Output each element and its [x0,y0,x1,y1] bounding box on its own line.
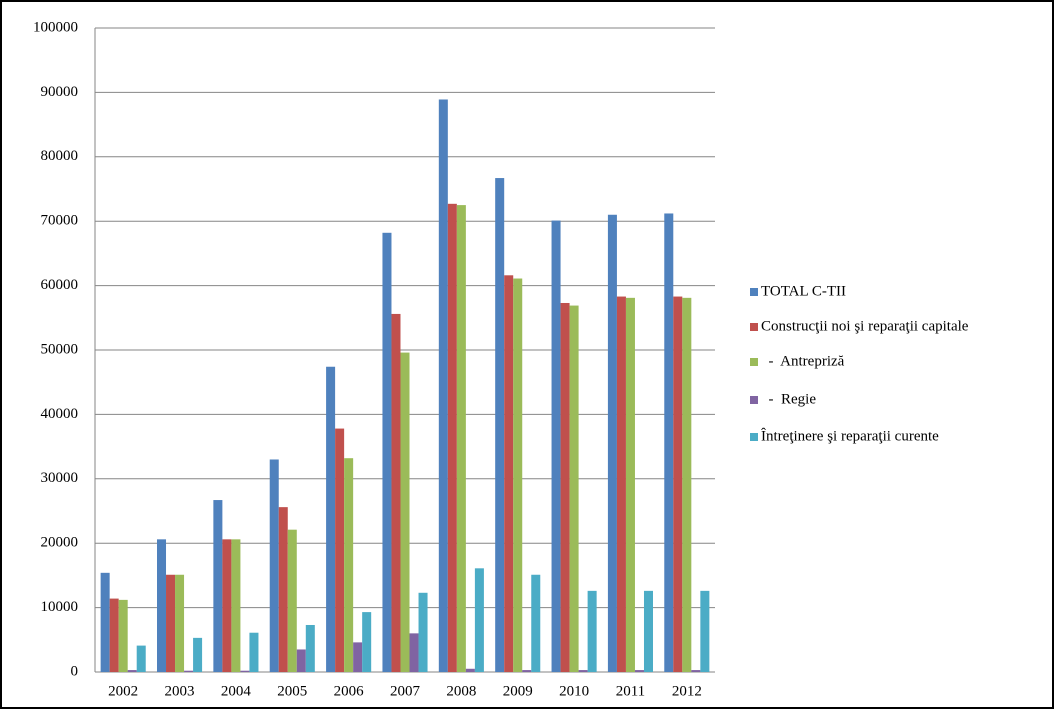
bar [700,590,710,672]
bar [560,302,570,672]
bar [607,214,617,672]
y-tick-label: 50000 [41,341,79,357]
bar [634,670,644,672]
bar [664,213,674,673]
bar [127,670,137,672]
bar [231,539,241,672]
bar [193,637,203,672]
bar [136,645,146,672]
bar [551,220,561,672]
bar [682,297,692,672]
y-tick-label: 10000 [41,599,79,615]
y-tick-label: 60000 [41,277,79,293]
bar [616,296,626,672]
bar [400,352,410,672]
bar [495,178,505,672]
bar [166,574,176,672]
bar [344,458,354,672]
bar [465,668,475,672]
bar [326,366,336,672]
x-tick-label: 2012 [672,683,702,699]
legend-label: - Regie [761,391,816,407]
bar [673,296,683,672]
bar [504,275,514,672]
bar [175,574,185,672]
bar [474,568,484,672]
legend-swatch [750,323,758,331]
bar [296,649,306,672]
bar [157,539,167,672]
bar [249,632,259,672]
bar [382,232,392,673]
bar [278,507,288,672]
bar [222,539,232,672]
y-tick-label: 20000 [41,535,79,551]
x-tick-label: 2003 [165,683,195,699]
bar [353,642,363,672]
bar [269,459,279,672]
bar [531,574,541,672]
bar [587,590,597,672]
bar [240,670,250,672]
bar [118,599,128,672]
legend-label: Construcţii noi şi reparaţii capitale [761,318,969,334]
bar [625,297,635,672]
bar [691,670,701,672]
x-tick-label: 2010 [559,683,589,699]
bar [513,278,523,672]
bar [409,633,419,672]
x-tick-label: 2009 [503,683,533,699]
bar [456,205,466,672]
bar [184,670,194,672]
x-tick-label: 2002 [108,683,138,699]
bar [362,612,372,672]
legend-swatch [750,433,758,441]
y-tick-label: 30000 [41,470,79,486]
bar [213,500,223,672]
x-tick-label: 2005 [277,683,307,699]
y-tick-label: 70000 [41,213,79,229]
bar [335,428,345,672]
x-tick-label: 2006 [334,683,365,699]
legend-label: Întreţinere şi reparaţii curente [761,427,939,444]
x-tick-label: 2007 [390,683,421,699]
bar [447,203,457,672]
legend-swatch [750,396,758,404]
bar [391,313,401,672]
bar [578,670,588,672]
bar [418,592,428,672]
bar [643,590,653,672]
bar [522,670,532,672]
x-tick-label: 2011 [616,683,645,699]
legend-label: - Antrepriză [761,353,845,369]
y-tick-label: 90000 [41,84,79,100]
bar [287,529,297,672]
bar [569,305,579,672]
x-tick-label: 2004 [221,683,252,699]
y-tick-label: 0 [71,663,79,679]
y-tick-label: 80000 [41,148,79,164]
legend-label: TOTAL C-TII [761,283,846,299]
y-tick-label: 40000 [41,406,79,422]
x-tick-label: 2008 [446,683,476,699]
bar [438,99,448,672]
y-tick-label: 100000 [33,19,78,35]
legend-swatch [750,358,758,366]
bar [305,624,315,672]
bar [100,572,110,672]
bar [109,598,119,672]
legend-swatch [750,288,758,296]
